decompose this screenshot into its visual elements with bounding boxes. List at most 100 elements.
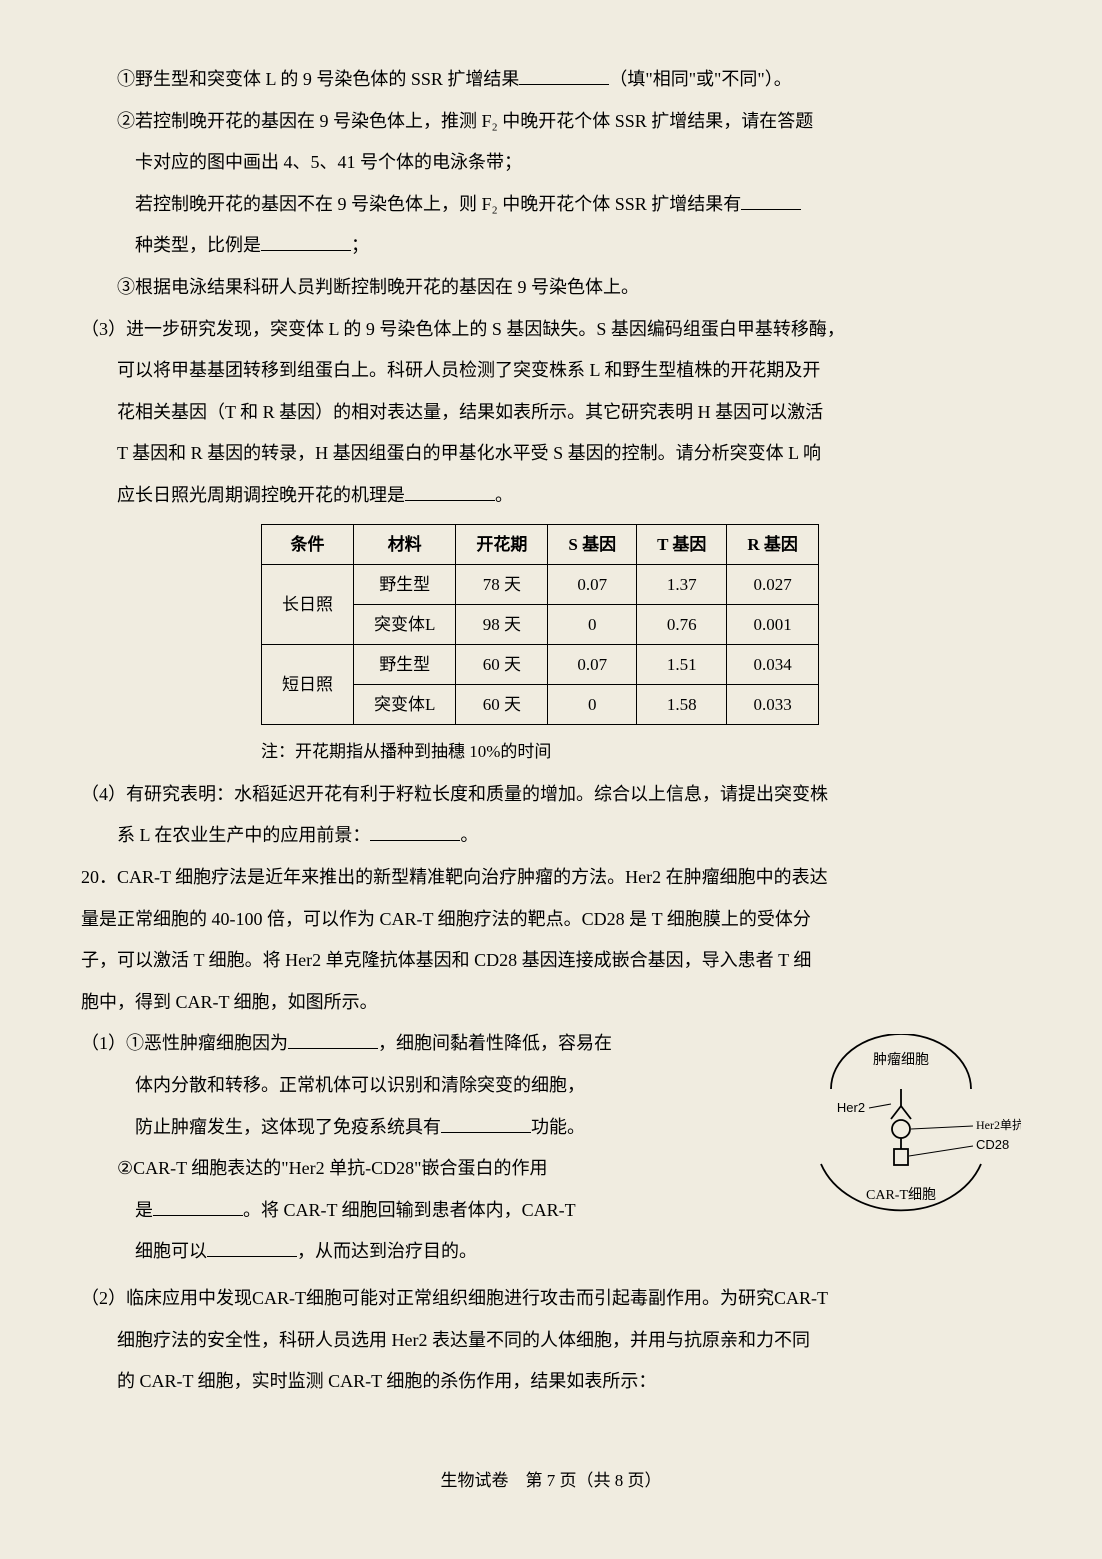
th-material: 材料 xyxy=(354,524,456,564)
cell-s: 0.07 xyxy=(548,564,637,604)
cell-period: 60 天 xyxy=(456,685,548,725)
q20-p1-s1-l1a: （1）①恶性肿瘤细胞因为 xyxy=(81,1033,288,1053)
th-condition: 条件 xyxy=(262,524,354,564)
q19-part3-line4: T 基因和 R 基因的转录，H 基因组蛋白的甲基化水平受 S 基因的控制。请分析… xyxy=(81,434,1021,474)
q20-p1-s1-l3a: 防止肿瘤发生，这体现了免疫系统具有 xyxy=(135,1117,441,1137)
cell-s: 0 xyxy=(548,685,637,725)
q19-item2-line3: 若控制晚开花的基因不在 9 号染色体上，则 F₂ 中晚开花个体 SSR 扩增结果… xyxy=(81,185,1021,225)
table-row: 短日照 野生型 60 天 0.07 1.51 0.034 xyxy=(262,645,819,685)
cell-t: 1.58 xyxy=(637,685,727,725)
q20-intro-line2: 量是正常细胞的 40-100 倍，可以作为 CAR-T 细胞疗法的靶点。CD28… xyxy=(81,900,1021,940)
exam-page-content: ①野生型和突变体 L 的 9 号染色体的 SSR 扩增结果 （填"相同"或"不同"… xyxy=(81,60,1021,1499)
cell-condition2: 短日照 xyxy=(262,645,354,725)
cell-t: 0.76 xyxy=(637,604,727,644)
q19-item1: ①野生型和突变体 L 的 9 号染色体的 SSR 扩增结果 （填"相同"或"不同"… xyxy=(81,60,1021,100)
q19-item2-line2: 卡对应的图中画出 4、5、41 号个体的电泳条带； xyxy=(81,143,1021,183)
th-s-gene: S 基因 xyxy=(548,524,637,564)
q20-p1-s1-l3b: 功能。 xyxy=(531,1117,585,1137)
cell-condition1: 长日照 xyxy=(262,564,354,644)
q19-part3-line2: 可以将甲基基团转移到组蛋白上。科研人员检测了突变株系 L 和野生型植株的开花期及… xyxy=(81,351,1021,391)
tumor-label: 肿瘤细胞 xyxy=(873,1051,929,1068)
th-t-gene: T 基因 xyxy=(637,524,727,564)
q20-part1-sub1-line2: 体内分散和转移。正常机体可以识别和清除突变的细胞， xyxy=(81,1066,781,1106)
q20-intro-line3: 子，可以激活 T 细胞。将 Her2 单克隆抗体基因和 CD28 基因连接成嵌合… xyxy=(81,941,1021,981)
antibody-leader-line xyxy=(911,1126,973,1129)
blank-fill xyxy=(441,1111,531,1133)
blank-fill xyxy=(370,820,460,842)
q20-p1-s2-l3b: ，从而达到治疗目的。 xyxy=(297,1241,477,1261)
cell-s: 0 xyxy=(548,604,637,644)
her2-label: Her2 xyxy=(837,1100,865,1115)
cart-diagram-column: 肿瘤细胞 Her2 Her2单抗 CD28 CAR-T细胞 xyxy=(801,1024,1021,1279)
blank-fill xyxy=(207,1236,297,1258)
table-note: 注：开花期指从播种到抽穗 10%的时间 xyxy=(81,733,1021,770)
q19-part3-line5a: 应长日照光周期调控晚开花的机理是 xyxy=(117,485,405,505)
q19-part3-line5b: 。 xyxy=(495,485,513,505)
binding-circle xyxy=(892,1120,910,1138)
cd28-leader-line xyxy=(909,1146,973,1156)
blank-fill xyxy=(405,479,495,501)
th-r-gene: R 基因 xyxy=(727,524,819,564)
q20-part1-sub1-line3: 防止肿瘤发生，这体现了免疫系统具有 功能。 xyxy=(81,1108,781,1148)
cd28-rect xyxy=(894,1149,908,1165)
blank-fill xyxy=(153,1194,243,1216)
blank-fill xyxy=(288,1028,378,1050)
q19-item1-suffix: （填"相同"或"不同"）。 xyxy=(609,69,791,89)
q20-part1-sub2-line1: ②CAR-T 细胞表达的"Her2 单抗-CD28"嵌合蛋白的作用 xyxy=(81,1149,781,1189)
q20-part1-sub2-line2: 是 。将 CAR-T 细胞回输到患者体内，CAR-T xyxy=(81,1191,781,1231)
q20-p1-s2-l2b: 。将 CAR-T 细胞回输到患者体内，CAR-T xyxy=(243,1200,576,1220)
cell-r: 0.001 xyxy=(727,604,819,644)
cell-period: 78 天 xyxy=(456,564,548,604)
cell-material: 突变体L xyxy=(354,685,456,725)
cell-r: 0.033 xyxy=(727,685,819,725)
cell-r: 0.027 xyxy=(727,564,819,604)
table-header-row: 条件 材料 开花期 S 基因 T 基因 R 基因 xyxy=(262,524,819,564)
q20-part1-with-diagram: （1）①恶性肿瘤细胞因为，细胞间黏着性降低，容易在 体内分散和转移。正常机体可以… xyxy=(81,1024,1021,1279)
cell-s: 0.07 xyxy=(548,645,637,685)
q20-intro-line1: 20．CAR-T 细胞疗法是近年来推出的新型精准靶向治疗肿瘤的方法。Her2 在… xyxy=(81,858,1021,898)
q20-p1-s2-l3a: 细胞可以 xyxy=(135,1241,207,1261)
q19-item1-text: ①野生型和突变体 L 的 9 号染色体的 SSR 扩增结果 xyxy=(117,69,519,89)
q20-part2-line3: 的 CAR-T 细胞，实时监测 CAR-T 细胞的杀伤作用，结果如表所示： xyxy=(81,1362,1021,1402)
cell-t: 1.51 xyxy=(637,645,727,685)
q19-item2-line3-text: 若控制晚开花的基因不在 9 号染色体上，则 F₂ 中晚开花个体 SSR 扩增结果… xyxy=(135,194,741,214)
q19-part4-line2b: 。 xyxy=(460,825,478,845)
her2-leader-line xyxy=(869,1104,891,1108)
th-period: 开花期 xyxy=(456,524,548,564)
q19-part3-line5: 应长日照光周期调控晚开花的机理是 。 xyxy=(81,476,1021,516)
gene-expression-table: 条件 材料 开花期 S 基因 T 基因 R 基因 长日照 野生型 78 天 0.… xyxy=(261,524,819,726)
q20-intro-line4: 胞中，得到 CAR-T 细胞，如图所示。 xyxy=(81,983,1021,1023)
q19-part3-line1: （3）进一步研究发现，突变体 L 的 9 号染色体上的 S 基因缺失。S 基因编… xyxy=(81,310,1021,350)
q19-part3-line3: 花相关基因（T 和 R 基因）的相对表达量，结果如表所示。其它研究表明 H 基因… xyxy=(81,393,1021,433)
q20-part1-sub1-line1: （1）①恶性肿瘤细胞因为，细胞间黏着性降低，容易在 xyxy=(81,1024,781,1064)
q20-part2-line1: （2）临床应用中发现CAR-T细胞可能对正常组织细胞进行攻击而引起毒副作用。为研… xyxy=(81,1279,1021,1319)
q19-part4-line2: 系 L 在农业生产中的应用前景： 。 xyxy=(81,816,1021,856)
q19-item2-line4a: 种类型，比例是 xyxy=(135,235,261,255)
page-footer: 生物试卷 第 7 页（共 8 页） xyxy=(81,1462,1021,1499)
cart-label: CAR-T细胞 xyxy=(866,1187,936,1203)
q19-item2-line4b: ； xyxy=(351,235,369,255)
q20-part2-line2: 细胞疗法的安全性，科研人员选用 Her2 表达量不同的人体细胞，并用与抗原亲和力… xyxy=(81,1321,1021,1361)
table-row: 长日照 野生型 78 天 0.07 1.37 0.027 xyxy=(262,564,819,604)
cart-cell-diagram: 肿瘤细胞 Her2 Her2单抗 CD28 CAR-T细胞 xyxy=(801,1034,1021,1264)
q20-p1-s2-l2a: 是 xyxy=(135,1200,153,1220)
q19-part4-line2a: 系 L 在农业生产中的应用前景： xyxy=(117,825,370,845)
q20-part1-sub2-line3: 细胞可以 ，从而达到治疗目的。 xyxy=(81,1232,781,1272)
cell-t: 1.37 xyxy=(637,564,727,604)
her2-right xyxy=(901,1106,911,1119)
cell-material: 野生型 xyxy=(354,645,456,685)
her2-antibody-label: Her2单抗 xyxy=(976,1117,1021,1132)
cell-material: 突变体L xyxy=(354,604,456,644)
blank-fill xyxy=(741,188,801,210)
q20-part1-text-column: （1）①恶性肿瘤细胞因为，细胞间黏着性降低，容易在 体内分散和转移。正常机体可以… xyxy=(81,1024,781,1274)
cell-r: 0.034 xyxy=(727,645,819,685)
her2-left xyxy=(891,1106,901,1119)
blank-fill xyxy=(261,230,351,252)
cd28-label: CD28 xyxy=(976,1137,1009,1152)
q19-part4-line1: （4）有研究表明：水稻延迟开花有利于籽粒长度和质量的增加。综合以上信息，请提出突… xyxy=(81,775,1021,815)
q19-item2-line4: 种类型，比例是 ； xyxy=(81,226,1021,266)
blank-fill xyxy=(519,63,609,85)
cell-period: 60 天 xyxy=(456,645,548,685)
cell-material: 野生型 xyxy=(354,564,456,604)
q19-item3: ③根据电泳结果科研人员判断控制晚开花的基因在 9 号染色体上。 xyxy=(81,268,1021,308)
